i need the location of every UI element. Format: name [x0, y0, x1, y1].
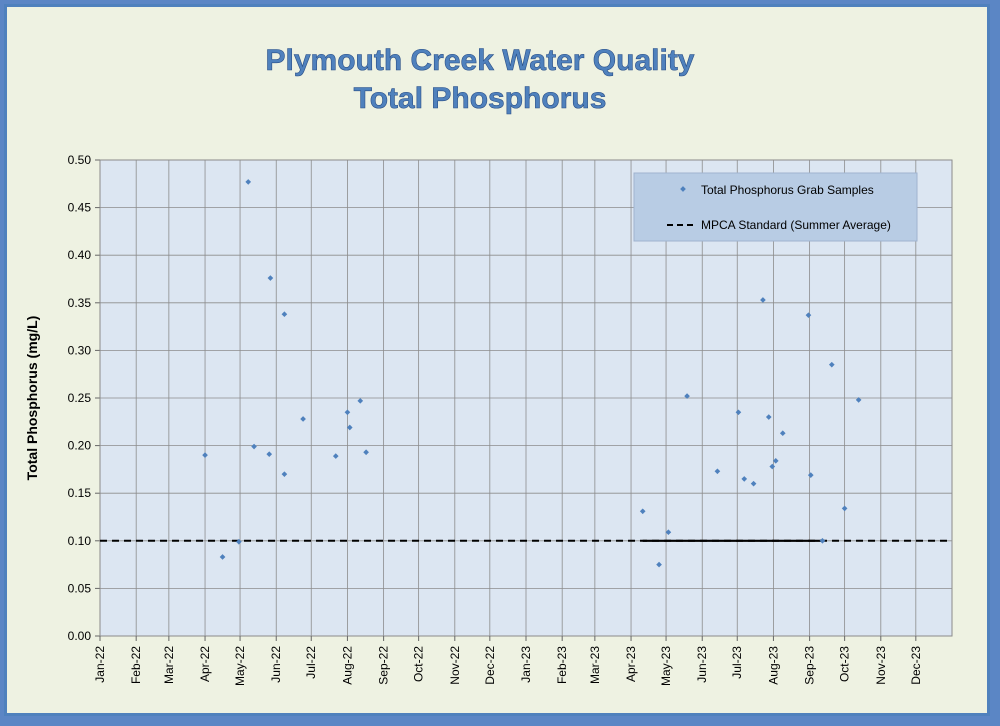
y-tick-label: 0.30 — [68, 343, 92, 357]
data-point — [684, 393, 690, 399]
y-axis-title: Total Phosphorus (mg/L) — [24, 316, 40, 481]
data-points — [202, 179, 862, 568]
y-tick-label: 0.45 — [68, 201, 92, 215]
data-point — [665, 529, 672, 536]
legend-label-samples: Total Phosphorus Grab Samples — [701, 183, 874, 197]
data-point — [805, 312, 812, 319]
data-point — [741, 476, 748, 482]
data-point — [300, 416, 306, 422]
y-tick-label: 0.15 — [68, 486, 92, 500]
data-point — [346, 424, 353, 431]
y-tick-label: 0.00 — [68, 629, 92, 643]
data-point — [750, 480, 757, 487]
x-tick-label: Feb-22 — [129, 646, 143, 684]
y-tick-label: 0.50 — [68, 153, 92, 167]
data-point — [245, 179, 252, 185]
data-point — [760, 297, 766, 303]
x-tick-label: Aug-22 — [340, 646, 354, 685]
x-tick-label: Feb-23 — [555, 646, 569, 684]
x-tick-label: Sep-22 — [377, 646, 391, 685]
data-point — [714, 468, 721, 475]
x-tick-label: Nov-23 — [874, 646, 888, 685]
data-point — [735, 409, 742, 416]
data-point — [656, 561, 662, 568]
data-point — [779, 430, 786, 437]
data-point — [202, 452, 208, 458]
x-tick-label: Jul-23 — [730, 646, 744, 679]
data-point — [841, 505, 848, 512]
x-tick-label: Dec-23 — [909, 646, 923, 685]
x-tick-label: Oct-23 — [838, 646, 852, 682]
x-tick-label: Jun-23 — [695, 646, 709, 683]
data-point — [639, 508, 646, 515]
x-tick-label: Sep-23 — [803, 646, 817, 685]
data-point — [769, 463, 776, 470]
x-tick-label: Aug-23 — [766, 646, 780, 685]
x-tick-label: Jul-22 — [304, 646, 318, 679]
data-point — [819, 537, 826, 544]
x-tick-label: Jun-22 — [269, 646, 283, 683]
x-tick-label: Dec-22 — [483, 646, 497, 685]
data-point — [344, 409, 351, 416]
data-point — [281, 471, 288, 477]
x-tick-label: Oct-22 — [412, 646, 426, 682]
data-point — [267, 275, 274, 281]
data-point — [281, 311, 288, 318]
data-point — [363, 449, 369, 456]
data-point — [357, 398, 364, 404]
x-tick-label: Mar-23 — [588, 646, 602, 684]
chart-title: Plymouth Creek Water Quality — [266, 44, 695, 77]
data-point — [855, 397, 862, 403]
legend-marker-samples — [680, 186, 686, 192]
data-point — [332, 453, 339, 459]
x-tick-label: Mar-22 — [162, 646, 176, 684]
x-tick-label: Jan-23 — [519, 646, 533, 683]
data-point — [807, 472, 814, 478]
y-tick-label: 0.20 — [68, 439, 92, 453]
legend-box — [633, 172, 918, 242]
x-tick-label: Jan-22 — [93, 646, 107, 683]
y-tick-label: 0.40 — [68, 248, 92, 262]
data-point — [765, 414, 772, 420]
y-tick-label: 0.05 — [68, 581, 92, 595]
data-point — [266, 451, 273, 457]
legend: Total Phosphorus Grab Samples MPCA Stand… — [633, 172, 918, 242]
data-point — [772, 458, 779, 464]
data-point — [219, 554, 226, 560]
tick-labels: 0.00 0.05 0.10 0.15 0.20 0.25 0.30 0.35 0.40 0.45… — [68, 153, 923, 686]
y-tick-label: 0.35 — [68, 296, 92, 310]
legend-label-standard: MPCA Standard (Summer Average) — [701, 218, 891, 232]
x-tick-label: May-23 — [659, 646, 673, 686]
data-point — [251, 443, 257, 450]
x-tick-label: May-22 — [233, 646, 247, 686]
chart-subtitle: Total Phosphorus — [354, 82, 607, 115]
y-tick-label: 0.25 — [68, 391, 92, 405]
x-tick-label: Apr-23 — [624, 646, 638, 682]
x-tick-label: Apr-22 — [198, 646, 212, 682]
data-point — [828, 361, 835, 368]
data-point — [236, 538, 242, 545]
x-tick-label: Nov-22 — [448, 646, 462, 685]
y-tick-label: 0.10 — [68, 534, 92, 548]
